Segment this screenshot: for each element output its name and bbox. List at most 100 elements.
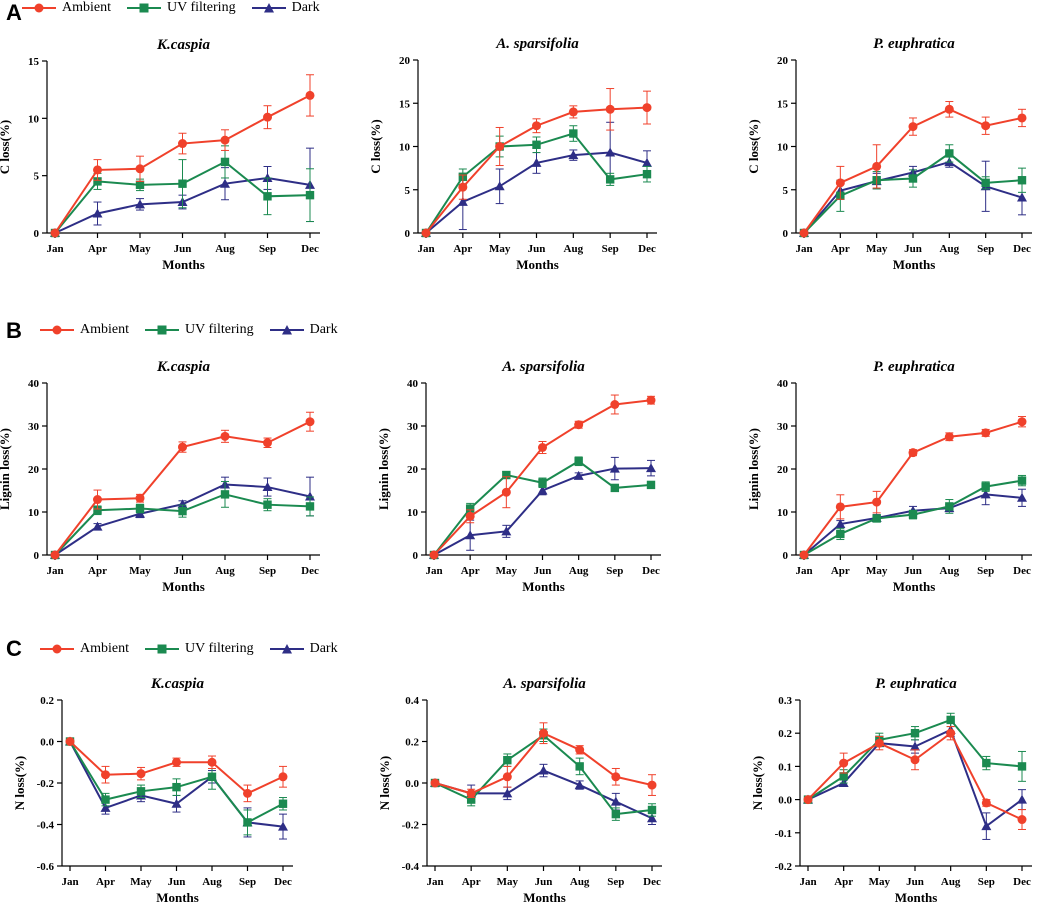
chart-c-peuphratica: P. euphratica -0.2 -0.1 0.0 0.1 0.2 0.3 Jan Apr M…	[748, 670, 1044, 915]
point-ambient	[538, 443, 547, 452]
point-ambient	[495, 142, 505, 151]
x-tick-label: Jun	[528, 243, 546, 255]
x-axis-label: Months	[522, 579, 565, 594]
x-tick-label: Jun	[535, 876, 553, 888]
series-ambient	[421, 88, 652, 238]
point-uv	[220, 490, 230, 499]
legend-label-ambient: Ambient	[62, 0, 111, 15]
point-uv	[836, 529, 845, 539]
point-dark	[494, 181, 505, 191]
y-tick-label: 20	[28, 464, 40, 476]
y-tick-label: 10	[407, 507, 419, 519]
x-tick-label: Jan	[799, 876, 816, 888]
point-uv	[908, 174, 918, 183]
x-tick-label: Aug	[564, 243, 584, 255]
point-ambient	[429, 550, 439, 560]
point-uv	[575, 762, 584, 771]
y-tick-label: 0.0	[40, 737, 54, 749]
x-tick-label: Sep	[259, 243, 276, 255]
y-tick-label: 0	[413, 550, 419, 562]
plot-area: P. euphratica 0 10 20 30 40 Jan Apr May Jun Aug Sep…	[746, 359, 1032, 594]
point-uv	[178, 179, 187, 188]
plot-area: K.caspia -0.6 -0.4 -0.2 0.0 0.2 Jan Apr May Jun Au…	[12, 676, 293, 905]
y-tick-label: 10	[28, 507, 40, 519]
point-dark	[465, 530, 476, 540]
point-ambient	[647, 780, 657, 790]
point-uv	[1017, 176, 1027, 185]
point-dark	[502, 788, 513, 798]
point-uv	[1017, 476, 1027, 485]
legend-label-dark: Dark	[291, 0, 320, 15]
x-tick-label: Jan	[795, 243, 812, 255]
x-tick-label: Apr	[96, 876, 115, 888]
x-tick-label: Dec	[1013, 243, 1031, 255]
chart-svg: A. sparsifolia 0 10 20 30 40 Jan Apr May Jun Aug Se…	[376, 359, 661, 594]
point-dark	[646, 463, 656, 473]
point-ambient	[458, 182, 468, 192]
point-dark	[1017, 794, 1027, 804]
x-tick-label: Apr	[834, 876, 853, 888]
x-tick-label: Jun	[534, 565, 552, 577]
chart-title: P. euphratica	[873, 359, 955, 375]
x-tick-label: May	[130, 876, 152, 888]
point-ambient	[220, 135, 230, 145]
chart-title: K.caspia	[150, 676, 204, 692]
x-tick-label: Aug	[569, 565, 589, 577]
point-uv	[910, 729, 920, 738]
x-tick-label: Aug	[202, 876, 222, 888]
x-axis-label: Months	[893, 579, 936, 594]
series-uv	[50, 145, 315, 238]
y-tick-label: 0	[783, 228, 789, 240]
point-ambient	[430, 778, 440, 788]
point-uv	[135, 180, 145, 190]
series-ambient	[799, 416, 1027, 560]
x-tick-label: Dec	[642, 565, 660, 577]
point-ambient	[278, 772, 288, 782]
point-uv	[611, 809, 621, 819]
point-uv	[178, 506, 187, 516]
point-ambient	[263, 438, 272, 448]
series-ambient	[50, 74, 315, 238]
point-ambient	[944, 104, 954, 114]
series-ambient	[803, 726, 1027, 830]
point-ambient	[605, 104, 615, 114]
point-dark	[574, 780, 585, 790]
point-ambient	[502, 772, 512, 782]
point-ambient	[872, 161, 882, 171]
point-ambient	[178, 139, 187, 149]
point-ambient	[908, 448, 918, 458]
point-uv	[610, 483, 620, 493]
point-dark	[537, 485, 548, 495]
chart-svg: K.caspia -0.6 -0.4 -0.2 0.0 0.2 Jan Apr May Jun Au…	[12, 676, 293, 905]
point-uv	[946, 715, 955, 725]
x-tick-label: Jan	[425, 565, 442, 577]
point-dark	[135, 199, 145, 209]
x-tick-label: Jan	[417, 243, 434, 255]
point-ambient	[981, 121, 991, 131]
y-tick-label: 0.3	[778, 695, 792, 707]
legend-dark-marker	[251, 3, 286, 13]
point-ambient	[981, 428, 991, 438]
point-dark	[262, 482, 273, 492]
x-tick-label: Apr	[461, 565, 480, 577]
x-tick-label: Jun	[168, 876, 186, 888]
x-tick-label: May	[866, 243, 888, 255]
point-ambient	[93, 165, 102, 175]
y-tick-label: 0.0	[778, 795, 792, 807]
y-tick-label: 20	[777, 55, 789, 67]
point-dark	[305, 491, 315, 501]
x-tick-label: May	[129, 565, 151, 577]
y-tick-label: -0.1	[775, 828, 792, 840]
legend-label-ambient: Ambient	[80, 322, 129, 337]
x-tick-label: Aug	[215, 565, 235, 577]
point-dark	[568, 150, 579, 160]
chart-a-peuphratica: P. euphratica 0 5 10 15 20 Jan Apr May Jun Aug Sep D…	[744, 30, 1044, 282]
y-tick-label: 15	[777, 98, 789, 110]
legend-dark-marker	[269, 325, 304, 335]
x-tick-label: Apr	[453, 243, 472, 255]
x-tick-label: May	[129, 243, 151, 255]
point-dark	[1017, 192, 1027, 202]
point-ambient	[220, 431, 230, 441]
y-tick-label: 0	[405, 228, 411, 240]
x-tick-label: Apr	[831, 565, 850, 577]
